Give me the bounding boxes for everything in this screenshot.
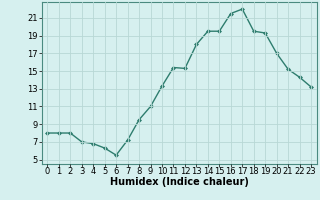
X-axis label: Humidex (Indice chaleur): Humidex (Indice chaleur)	[110, 177, 249, 187]
